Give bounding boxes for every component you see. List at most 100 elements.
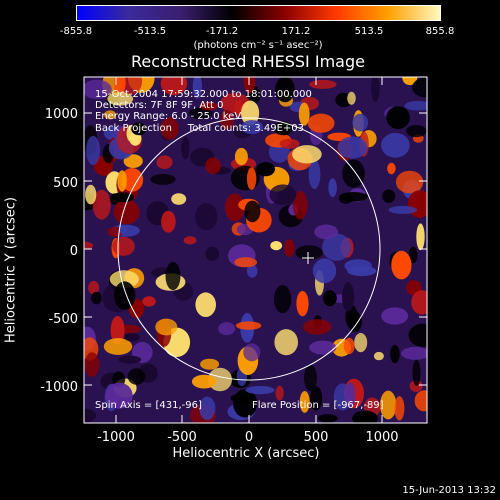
texture-blob (110, 192, 135, 203)
texture-blob (337, 136, 368, 159)
texture-blob (189, 107, 213, 120)
plot-frame (83, 76, 428, 424)
texture-blob (342, 159, 365, 188)
texture-blob (192, 77, 203, 99)
texture-blob (382, 189, 396, 203)
texture-blob (342, 282, 355, 312)
texture-blob (314, 224, 339, 240)
texture-blob (234, 257, 258, 268)
y-tick-label: 0 (70, 244, 78, 259)
x-tick-label: -500 (167, 430, 197, 445)
texture-blob (131, 122, 147, 136)
method-annotation: Back Projection Total counts: 3.49E+03 (95, 123, 304, 134)
texture-blob (91, 291, 102, 305)
colorbar-tick: 855.8 (425, 26, 455, 37)
x-tick-label: 1000 (365, 430, 398, 445)
texture-blob (181, 136, 190, 160)
texture-blob (230, 393, 253, 404)
y-tick-label: -1000 (40, 380, 78, 395)
texture-blob (279, 138, 300, 149)
texture-blob (345, 382, 356, 408)
texture-blob (304, 364, 317, 391)
texture-blob (401, 346, 427, 360)
texture-blob (381, 307, 409, 325)
texture-blob (127, 368, 146, 385)
texture-blob (110, 316, 125, 345)
texture-blob (312, 258, 337, 284)
x-tick-label: 500 (304, 430, 329, 445)
texture-blob (339, 192, 368, 202)
texture-blob (409, 380, 423, 392)
texture-blob (284, 239, 295, 257)
texture-blob (308, 159, 321, 189)
texture-blob (412, 359, 421, 386)
texture-blob (109, 270, 139, 289)
texture-blob (160, 117, 179, 140)
detectors-annotation: Detectors: 7F 8F 9F, Att 0 (95, 100, 223, 111)
texture-blob (352, 410, 378, 423)
texture-blob (113, 199, 140, 225)
texture-blob (386, 106, 410, 129)
y-tick-label: 1000 (45, 107, 78, 122)
texture-blob (200, 102, 218, 111)
texture-blob (199, 396, 216, 420)
solar-limb-circle (117, 117, 381, 381)
flare-position-annotation: Flare Position = [-967,-89] (252, 400, 384, 411)
texture-blob (298, 102, 310, 126)
texture-blob (414, 390, 427, 412)
texture-blob (246, 167, 257, 190)
texture-blob (407, 190, 427, 219)
texture-blob (123, 154, 143, 169)
texture-blob (293, 190, 308, 220)
texture-blob (328, 178, 337, 198)
texture-blob (391, 250, 412, 280)
sun-center-crosshair (302, 252, 314, 264)
texture-blob (390, 345, 400, 364)
texture-blob (84, 241, 93, 250)
x-tick-label: 0 (245, 430, 253, 445)
texture-blob (171, 193, 187, 205)
texture-blob (241, 100, 260, 126)
texture-blob (246, 264, 258, 278)
time-range-annotation: 15-Oct-2004 17:59:32.000 to 18:01:00.000 (95, 89, 312, 100)
texture-blob (85, 184, 97, 205)
texture-blob (411, 290, 427, 315)
colorbar-tick: -171.2 (205, 26, 239, 37)
texture-blob (295, 245, 323, 260)
texture-blob (388, 205, 418, 214)
texture-blob (205, 157, 221, 175)
texture-blob (205, 246, 220, 261)
texture-blob (270, 241, 283, 251)
texture-blob (269, 184, 297, 205)
texture-blob (107, 92, 134, 106)
texture-blob (92, 189, 111, 220)
colorbar-tick: -513.5 (133, 26, 167, 37)
plot-title: Reconstructed RHESSI Image (131, 52, 365, 71)
texture-blob (142, 296, 156, 307)
texture-blob (309, 79, 337, 89)
texture-blob (273, 285, 292, 314)
texture-blob (343, 337, 355, 355)
texture-blob (408, 323, 427, 347)
colorbar-tick: 513.5 (354, 26, 384, 37)
texture-blob (243, 343, 261, 362)
texture-blob (104, 110, 117, 120)
texture-blob (310, 386, 323, 411)
energy-range-annotation: Energy Range: 6.0 - 25.0 keV (95, 111, 241, 122)
colorbar-units: (photons cm⁻² s⁻¹ asec⁻²) (193, 40, 323, 51)
texture-blob (103, 338, 133, 355)
texture-blob (296, 290, 309, 317)
texture-blob (234, 147, 248, 166)
texture-blob (317, 414, 338, 423)
texture-blob (344, 259, 373, 273)
texture-blob (274, 329, 299, 356)
texture-blob (395, 170, 424, 194)
texture-blob (200, 358, 220, 370)
texture-blob (195, 203, 218, 231)
texture-blob (416, 223, 425, 251)
texture-blob (86, 135, 101, 166)
texture-blob (309, 340, 337, 355)
texture-blob (112, 236, 135, 256)
axis-ticks (84, 77, 427, 423)
texture-blob (404, 100, 427, 111)
